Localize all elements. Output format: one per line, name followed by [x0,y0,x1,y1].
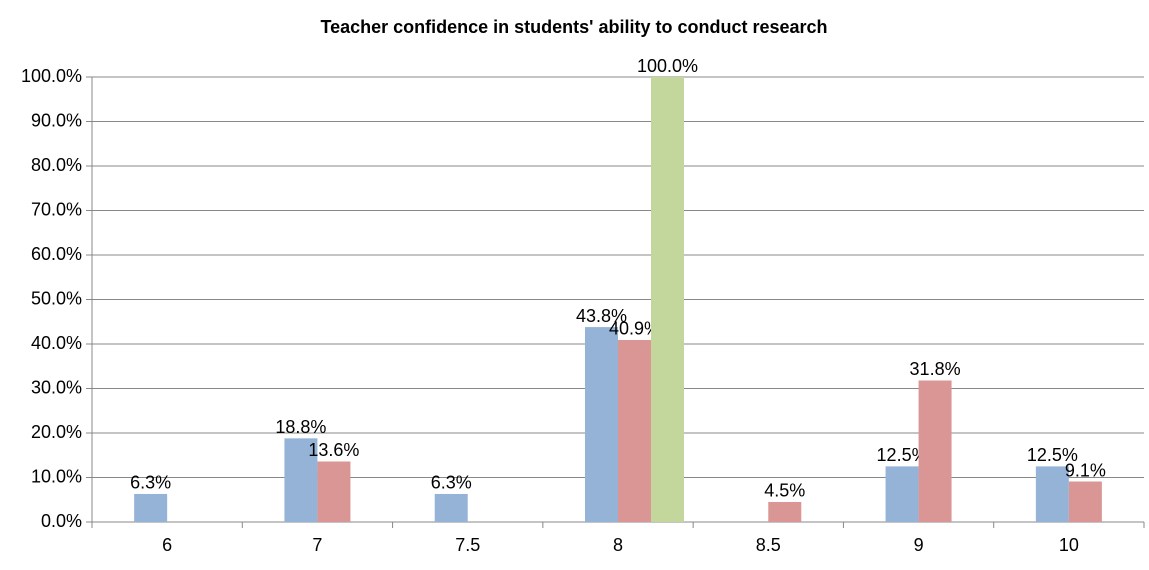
bar [885,466,919,522]
bar [1068,481,1102,522]
bar [434,493,468,522]
y-tick-label: 30.0% [31,377,82,397]
chart-title: Teacher confidence in students' ability … [320,17,827,37]
y-tick-label: 20.0% [31,422,82,442]
x-tick-label: 8 [613,535,623,555]
y-tick-label: 90.0% [31,110,82,130]
data-label: 9.1% [1065,460,1106,480]
bar [918,380,952,522]
data-label: 100.0% [637,56,698,76]
data-label: 43.8% [576,306,627,326]
bar [317,461,351,522]
y-tick-label: 60.0% [31,244,82,264]
x-tick-label: 6 [162,535,172,555]
data-label: 40.9% [609,319,660,339]
bar [1035,466,1069,522]
bar [284,438,318,522]
data-label: 6.3% [431,473,472,493]
y-tick-label: 10.0% [31,466,82,486]
y-tick-label: 100.0% [21,66,82,86]
bar [618,339,651,522]
data-label: 4.5% [764,481,805,501]
y-tick-label: 0.0% [41,511,82,531]
x-tick-label: 9 [914,535,924,555]
x-tick-label: 10 [1059,535,1079,555]
data-label: 12.5% [1027,445,1078,465]
bar [768,501,802,522]
y-tick-label: 40.0% [31,333,82,353]
y-tick-label: 70.0% [31,199,82,219]
x-tick-label: 7.5 [455,535,480,555]
bar [651,77,684,522]
y-tick-label: 50.0% [31,288,82,308]
bar [134,493,168,522]
data-label: 12.5% [877,445,928,465]
x-tick-label: 7 [312,535,322,555]
bar [585,327,618,522]
data-label: 6.3% [130,473,171,493]
y-tick-label: 80.0% [31,155,82,175]
x-tick-label: 8.5 [756,535,781,555]
data-label: 13.6% [308,440,359,460]
data-label: 18.8% [275,417,326,437]
data-label: 31.8% [910,359,961,379]
